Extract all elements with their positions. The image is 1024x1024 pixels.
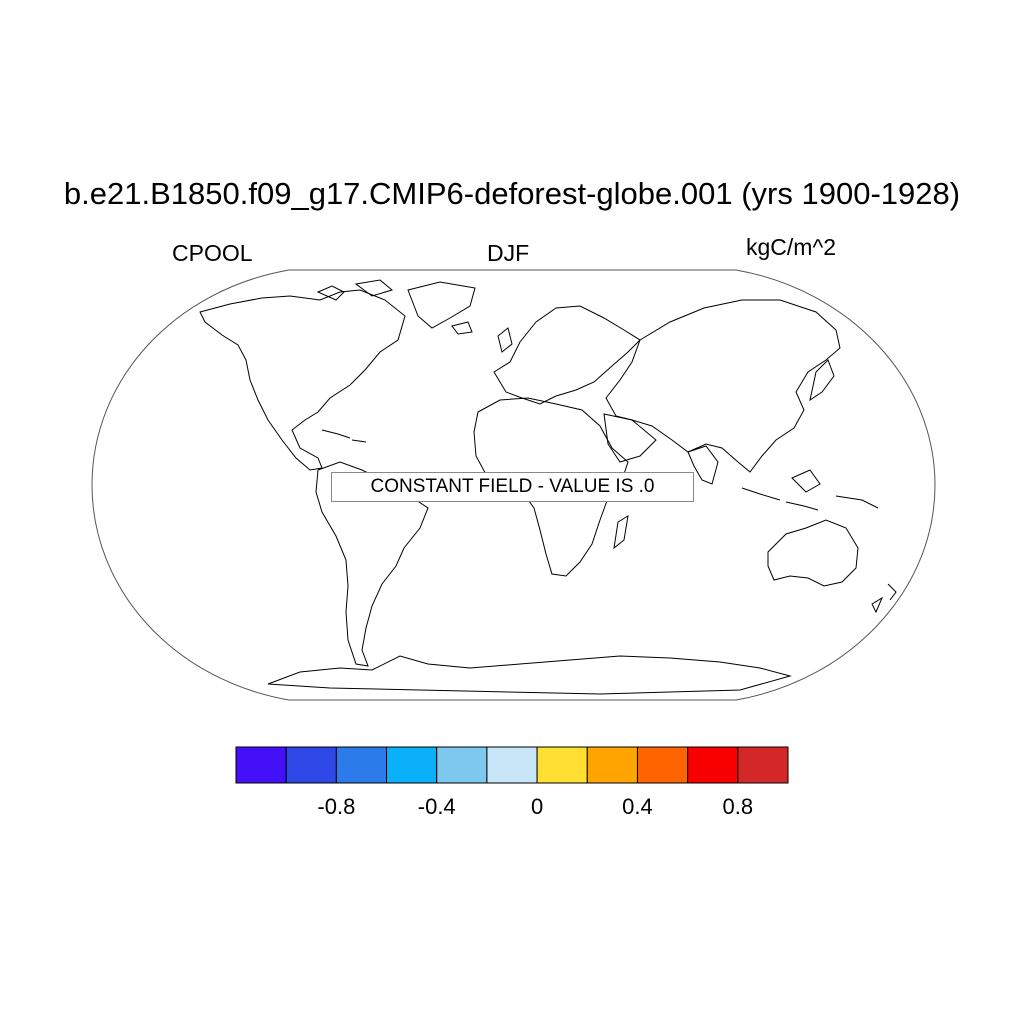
coastline-new-zealand: [871, 583, 897, 614]
coastline-british-isles: [497, 327, 513, 353]
colorbar-box-10: [737, 746, 789, 784]
coastline-north-america: [199, 289, 406, 471]
colorbar-box-2: [335, 746, 388, 784]
colorbar-tick-label: -0.4: [417, 794, 456, 819]
coastline-australia: [767, 519, 859, 587]
colorbar-box-6: [536, 746, 588, 784]
colorbar-box-0: [235, 746, 287, 784]
coastline-iceland: [451, 321, 473, 335]
coastline-indonesia: [741, 469, 879, 511]
coastline-caribbean: [321, 429, 367, 443]
coastline-madagascar: [613, 515, 629, 550]
colorbar-box-5: [486, 746, 538, 784]
variable-label: CPOOL: [172, 240, 253, 266]
plot-title: b.e21.B1850.f09_g17.CMIP6-deforest-globe…: [63, 176, 961, 211]
colorbar-box-8: [636, 746, 689, 784]
colorbar-box-7: [586, 746, 638, 784]
colorbar-tick-label: 0: [530, 794, 544, 819]
colorbar-tick-label: 0.8: [722, 794, 754, 819]
coastline-antarctica: [267, 655, 792, 695]
colorbar-box-9: [687, 746, 739, 784]
colorbar-box-1: [285, 746, 337, 784]
coastlines: [199, 279, 897, 695]
colorbar-tick-label: -0.8: [317, 794, 356, 819]
colorbar-box-3: [386, 746, 438, 784]
coastline-india: [687, 445, 719, 485]
units-label: kgC/m^2: [746, 234, 837, 260]
constant-field-notice: CONSTANT FIELD - VALUE IS .0: [331, 472, 694, 502]
colorbar-tick-label: 0.4: [622, 794, 653, 819]
colorbar-box-4: [436, 746, 488, 784]
season-label: DJF: [487, 240, 530, 266]
coastline-arctic-islands: [316, 279, 394, 301]
coastline-europe: [493, 305, 641, 405]
coastline-japan: [809, 359, 835, 402]
coastline-arabia: [603, 413, 657, 463]
coastline-greenland: [407, 281, 476, 329]
